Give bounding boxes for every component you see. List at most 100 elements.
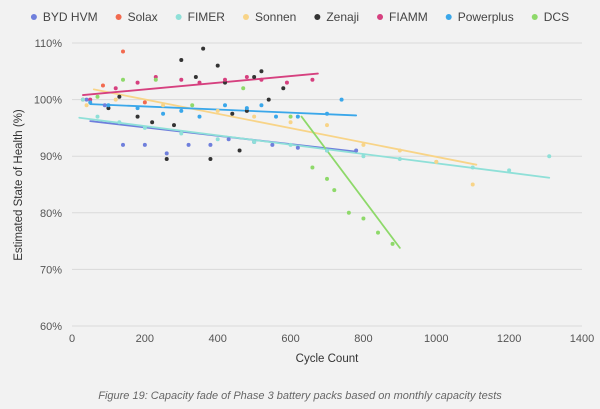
trend-line-dcs bbox=[300, 115, 401, 249]
data-point-fiamm bbox=[223, 77, 227, 82]
legend-item-powerplus: Powerplus bbox=[445, 10, 514, 24]
legend-marker bbox=[115, 14, 122, 20]
legend-item-solax: Solax bbox=[115, 10, 158, 24]
figure-caption: Figure 19: Capacity fade of Phase 3 batt… bbox=[98, 390, 502, 402]
data-point-sonnen bbox=[397, 148, 402, 153]
data-point-byd-hvm bbox=[354, 148, 359, 153]
data-point-fimer bbox=[470, 165, 475, 170]
y-tick-label: 80% bbox=[40, 208, 62, 220]
data-point-zenaji bbox=[106, 106, 111, 111]
data-point-powerplus bbox=[135, 106, 140, 111]
data-point-fimer bbox=[397, 157, 402, 162]
data-point-zenaji bbox=[259, 69, 264, 74]
x-tick-label: 600 bbox=[281, 333, 299, 345]
x-tick-label: 1000 bbox=[424, 333, 448, 345]
data-point-sonnen bbox=[470, 182, 475, 187]
data-point-byd-hvm bbox=[186, 142, 191, 147]
data-point-dcs bbox=[241, 86, 246, 91]
data-point-sonnen bbox=[434, 159, 439, 164]
data-point-sonnen bbox=[161, 103, 166, 108]
legend-marker bbox=[242, 14, 249, 20]
data-point-dcs bbox=[346, 210, 351, 215]
trend-line-powerplus bbox=[89, 103, 358, 117]
data-point-sonnen bbox=[113, 97, 118, 102]
data-point-dcs bbox=[288, 114, 293, 119]
legend-marker bbox=[314, 14, 321, 20]
data-point-sonnen bbox=[325, 123, 329, 128]
legend-label: Zenaji bbox=[326, 10, 359, 24]
data-point-fiamm bbox=[88, 97, 93, 102]
data-point-byd-hvm bbox=[270, 142, 275, 147]
data-points bbox=[80, 46, 552, 246]
legend: BYD HVM Solax FIMER Sonnen Zenaji FIAMM Powerp… bbox=[30, 10, 569, 24]
data-point-dcs bbox=[361, 216, 366, 221]
data-point-dcs bbox=[332, 188, 337, 193]
data-point-zenaji bbox=[172, 123, 176, 128]
legend-item-byd-hvm: BYD HVM bbox=[30, 10, 98, 24]
x-axis-ticks: 0 200 400 600 800 1000 1200 1400 bbox=[69, 333, 594, 345]
legend-item-sonnen: Sonnen bbox=[242, 10, 296, 24]
data-point-zenaji bbox=[244, 108, 249, 113]
data-point-fiamm bbox=[113, 86, 118, 91]
legend-item-dcs: DCS bbox=[531, 10, 569, 24]
legend-marker bbox=[30, 14, 37, 20]
x-tick-label: 1400 bbox=[570, 333, 594, 345]
data-point-dcs bbox=[390, 241, 395, 246]
data-point-fiamm bbox=[179, 77, 184, 82]
legend-label: FIMER bbox=[188, 10, 226, 24]
data-point-fimer bbox=[288, 142, 293, 147]
data-point-powerplus bbox=[106, 103, 111, 108]
data-point-dcs bbox=[376, 230, 380, 235]
data-point-byd-hvm bbox=[295, 145, 300, 150]
data-point-powerplus bbox=[161, 111, 166, 116]
data-point-byd-hvm bbox=[102, 103, 107, 108]
data-point-byd-hvm bbox=[226, 137, 231, 142]
data-point-sonnen bbox=[252, 114, 257, 119]
y-axis-title: Estimated State of Health (%) bbox=[13, 109, 25, 261]
data-point-powerplus bbox=[274, 114, 278, 119]
data-point-zenaji bbox=[179, 57, 184, 62]
y-tick-label: 70% bbox=[40, 264, 62, 276]
data-point-zenaji bbox=[164, 157, 169, 162]
data-point-fiamm bbox=[153, 74, 158, 79]
legend-item-zenaji: Zenaji bbox=[314, 10, 359, 24]
data-point-fimer bbox=[547, 154, 552, 159]
data-point-powerplus bbox=[295, 114, 300, 119]
data-point-solax bbox=[100, 83, 105, 88]
data-point-fimer bbox=[142, 125, 147, 130]
data-point-sonnen bbox=[361, 142, 366, 147]
data-point-powerplus bbox=[197, 114, 202, 119]
data-point-dcs bbox=[310, 165, 315, 170]
data-point-zenaji bbox=[281, 86, 286, 91]
data-point-solax bbox=[121, 49, 125, 54]
data-point-zenaji bbox=[117, 94, 122, 99]
legend-item-fiamm: FIAMM bbox=[377, 10, 428, 24]
data-point-byd-hvm bbox=[164, 151, 169, 156]
data-point-byd-hvm bbox=[208, 142, 213, 147]
x-tick-label: 200 bbox=[136, 333, 154, 345]
data-point-sonnen bbox=[84, 103, 89, 108]
data-point-powerplus bbox=[179, 108, 184, 113]
data-point-fiamm bbox=[259, 77, 264, 82]
x-tick-label: 800 bbox=[354, 333, 372, 345]
data-point-sonnen bbox=[215, 108, 220, 113]
data-point-byd-hvm bbox=[84, 97, 89, 102]
data-point-powerplus bbox=[339, 97, 344, 102]
legend-label: FIAMM bbox=[389, 10, 428, 24]
data-point-solax bbox=[142, 100, 147, 105]
legend-marker bbox=[531, 14, 538, 20]
data-point-zenaji bbox=[215, 63, 220, 68]
data-point-powerplus bbox=[325, 111, 329, 116]
legend-marker bbox=[445, 14, 452, 20]
y-tick-label: 90% bbox=[40, 151, 62, 163]
legend-label: Sonnen bbox=[255, 10, 296, 24]
data-point-powerplus bbox=[259, 103, 264, 108]
data-point-dcs bbox=[153, 77, 158, 82]
trend-line-sonnen bbox=[92, 88, 478, 166]
x-tick-label: 0 bbox=[69, 333, 75, 345]
data-point-powerplus bbox=[223, 103, 227, 108]
y-tick-label: 60% bbox=[40, 321, 62, 333]
data-point-powerplus bbox=[88, 100, 93, 105]
x-tick-label: 1200 bbox=[497, 333, 521, 345]
